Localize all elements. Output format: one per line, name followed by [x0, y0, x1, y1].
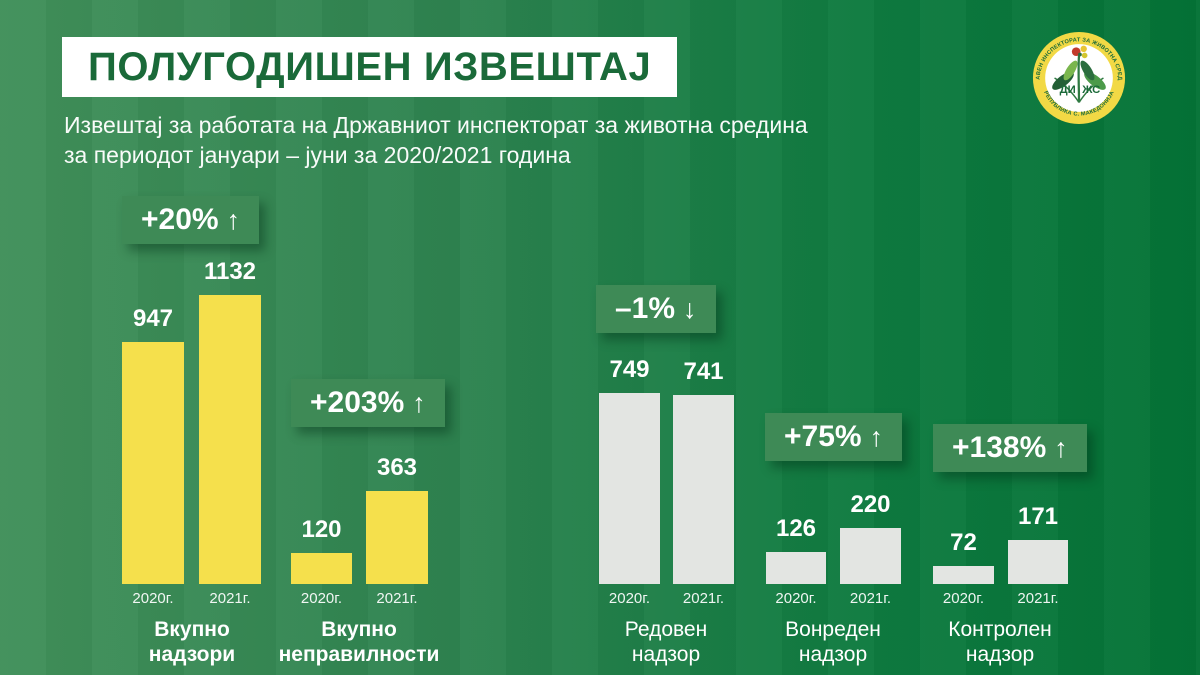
- chart-title-line: Контролен: [948, 618, 1052, 641]
- subtitle-line-1: Извештај за работата на Државниот инспек…: [64, 112, 808, 138]
- chart-title-line: Редовен: [624, 618, 708, 641]
- bar-value-label: 72: [950, 529, 977, 556]
- bar-2020: [599, 393, 660, 584]
- chart-title: Вкупно надзори: [62, 617, 322, 667]
- bar-value-label: 1132: [203, 258, 257, 285]
- change-badge: +138% ↑: [933, 424, 1087, 472]
- change-badge: +75% ↑: [765, 413, 903, 461]
- bar-value-label: 363: [376, 454, 418, 481]
- chart-title-line: Вкупно: [321, 618, 397, 641]
- chart-title-line: надзор: [631, 643, 701, 667]
- bar-2020: [766, 552, 826, 584]
- badge-value: –1%: [615, 292, 676, 325]
- logo-center-left-text: ДИ: [1060, 84, 1076, 96]
- chart-title: Вкупно неправилности: [229, 617, 489, 667]
- title-banner: ПОЛУГОДИШЕН ИЗВЕШТАЈ: [62, 37, 678, 97]
- bar-2020: [933, 566, 994, 584]
- bar-2021: [673, 395, 734, 584]
- chart-title-line: надзори: [148, 643, 236, 667]
- bar-value-label: 741: [683, 358, 724, 385]
- badge-value: +75%: [784, 420, 862, 453]
- chart-title: Редовен надзор: [536, 617, 796, 667]
- chart-title-line: неправилности: [278, 643, 440, 667]
- year-label: 2021г.: [209, 590, 251, 607]
- bar-2020: [291, 553, 352, 584]
- bar-value-label: 220: [850, 491, 891, 518]
- year-label: 2020г.: [942, 590, 985, 607]
- subtitle: Извештај за работата на Државниот инспек…: [64, 110, 808, 171]
- year-label: 2020г.: [775, 590, 817, 607]
- arrow-down-icon: ↓: [683, 294, 697, 324]
- logo-flower-icon: [1071, 45, 1088, 59]
- badge-value: +203%: [310, 386, 405, 419]
- bar-2021: [366, 491, 428, 584]
- bar-2021: [199, 295, 261, 584]
- chart-title-line: Вонреден: [785, 618, 881, 641]
- page-title: ПОЛУГОДИШЕН ИЗВЕШТАЈ: [88, 44, 652, 89]
- chart-title: Вонреден надзор: [703, 617, 963, 667]
- year-label: 2020г.: [132, 590, 174, 607]
- badge-value: +138%: [952, 431, 1047, 464]
- bar-value-label: 749: [609, 356, 650, 383]
- year-label: 2021г.: [682, 590, 725, 607]
- bar-2020: [122, 342, 184, 584]
- bar-2021: [1008, 540, 1068, 584]
- year-label: 2021г.: [849, 590, 892, 607]
- logo-plant-icon: [1052, 45, 1106, 103]
- bar-value-label: 947: [132, 305, 174, 332]
- change-badge: –1% ↓: [596, 285, 716, 333]
- change-badge: +20% ↑: [122, 196, 260, 244]
- year-label: 2020г.: [608, 590, 651, 607]
- arrow-up-icon: ↑: [412, 388, 426, 418]
- chart-title-line: надзор: [965, 643, 1035, 667]
- chart-title-line: Вкупно: [154, 618, 230, 641]
- chart-title: Контролен надзор: [870, 617, 1130, 667]
- bar-value-label: 120: [301, 516, 342, 543]
- badge-value: +20%: [141, 203, 219, 236]
- logo-center-right-text: ЖС: [1081, 84, 1100, 96]
- bar-value-label: 171: [1017, 503, 1059, 530]
- arrow-up-icon: ↑: [1054, 433, 1068, 463]
- arrow-up-icon: ↑: [226, 205, 241, 235]
- bar-value-label: 126: [775, 515, 817, 542]
- subtitle-line-2: за периодот јануари – јуни за 2020/2021 …: [64, 142, 571, 169]
- chart-title-line: надзор: [798, 643, 868, 667]
- year-label: 2021г.: [1017, 590, 1059, 607]
- arrow-up-icon: ↑: [869, 422, 884, 452]
- bar-2021: [840, 528, 901, 584]
- year-label: 2021г.: [376, 590, 418, 607]
- year-label: 2020г.: [300, 590, 343, 607]
- change-badge: +203% ↑: [291, 379, 445, 427]
- org-logo-icon: ДРЖАВЕН ИНСПЕКТОРАТ ЗА ЖИВОТНА СРЕДИНА Р…: [1032, 31, 1126, 125]
